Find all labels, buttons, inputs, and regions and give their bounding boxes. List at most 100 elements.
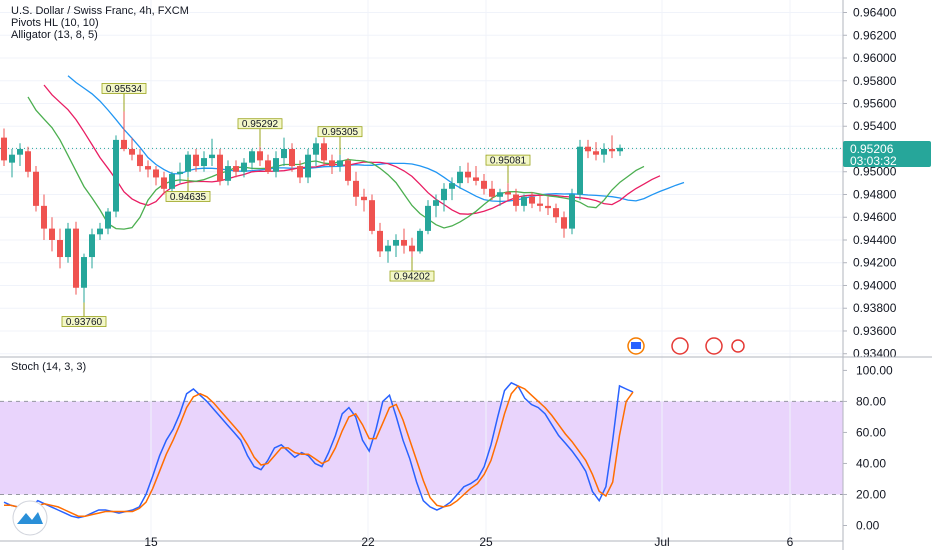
candle-body[interactable]: [209, 154, 215, 159]
candle-body[interactable]: [441, 188, 447, 201]
candle-body[interactable]: [257, 151, 263, 161]
candle-body[interactable]: [385, 245, 391, 252]
candle-body[interactable]: [449, 183, 455, 189]
candle-body[interactable]: [585, 146, 591, 152]
candle-body[interactable]: [73, 228, 79, 288]
candle-body[interactable]: [145, 166, 151, 170]
candle-body[interactable]: [497, 192, 503, 197]
candle-body[interactable]: [249, 151, 255, 163]
candle-body[interactable]: [601, 148, 607, 155]
price-tick-label: 0.94000: [853, 278, 897, 292]
candle-body[interactable]: [505, 192, 511, 195]
candle-body[interactable]: [41, 205, 47, 229]
candle-body[interactable]: [273, 158, 279, 172]
candle-body[interactable]: [537, 203, 543, 206]
stoch-lines: [3, 381, 634, 519]
alligator-lips-line: [27, 96, 645, 230]
candle-body[interactable]: [465, 171, 471, 178]
candle-body[interactable]: [425, 205, 431, 231]
candle-body[interactable]: [233, 166, 239, 172]
event-icon-3[interactable]: [705, 337, 723, 355]
candle-body[interactable]: [409, 245, 415, 252]
price-tick-label: 0.96200: [853, 28, 897, 42]
candle-body[interactable]: [1, 137, 7, 161]
candle-body[interactable]: [137, 154, 143, 167]
candle-body[interactable]: [417, 230, 423, 252]
candle-body[interactable]: [609, 148, 615, 152]
candle-body[interactable]: [161, 177, 167, 189]
candle-body[interactable]: [569, 194, 575, 229]
candle-body[interactable]: [201, 158, 207, 167]
candle-body[interactable]: [377, 230, 383, 252]
candle-body[interactable]: [545, 205, 551, 209]
candle-body[interactable]: [33, 171, 39, 206]
event-icon-2[interactable]: [671, 337, 689, 355]
candle-body[interactable]: [489, 188, 495, 197]
candle-body[interactable]: [265, 160, 271, 172]
price-tick-label: 0.94600: [853, 210, 897, 224]
candle-body[interactable]: [281, 148, 287, 159]
alligator-indicator-label[interactable]: Alligator (13, 8, 5): [11, 29, 98, 41]
candle-body[interactable]: [81, 257, 87, 288]
candle-body[interactable]: [25, 151, 31, 172]
candle-body[interactable]: [473, 177, 479, 181]
candle-body[interactable]: [369, 200, 375, 231]
candle-body[interactable]: [121, 139, 127, 149]
bar-countdown: 03:03:32: [850, 154, 897, 168]
candle-body[interactable]: [521, 196, 527, 206]
candle-body[interactable]: [329, 160, 335, 167]
time-tick-label: 25: [479, 535, 493, 549]
candle-body[interactable]: [401, 239, 407, 246]
candle-body[interactable]: [169, 174, 175, 189]
candle-body[interactable]: [457, 171, 463, 184]
candle-body[interactable]: [337, 160, 343, 167]
candle-body[interactable]: [393, 239, 399, 246]
candle-body[interactable]: [97, 228, 103, 235]
candle-body[interactable]: [529, 196, 535, 204]
candle-body[interactable]: [129, 148, 135, 155]
candle-body[interactable]: [89, 234, 95, 258]
candle-body[interactable]: [225, 166, 231, 181]
candle-body[interactable]: [561, 217, 567, 229]
events-icons[interactable]: [627, 337, 745, 355]
candle-body[interactable]: [241, 162, 247, 172]
pivots-indicator-label[interactable]: Pivots HL (10, 10): [11, 17, 99, 29]
symbol-title[interactable]: U.S. Dollar / Swiss Franc, 4h, FXCM: [11, 5, 189, 17]
price-tick-label: 0.94800: [853, 187, 897, 201]
candle-body[interactable]: [193, 154, 199, 167]
event-icon-4[interactable]: [731, 339, 745, 353]
candle-body[interactable]: [65, 228, 71, 258]
price-tick-label: 0.95600: [853, 97, 897, 111]
candle-body[interactable]: [185, 154, 191, 172]
pivot-box: [101, 83, 147, 94]
candle-body[interactable]: [105, 211, 111, 229]
candle-body[interactable]: [297, 166, 303, 178]
candle-body[interactable]: [153, 169, 159, 178]
candle-body[interactable]: [321, 143, 327, 161]
candle-body[interactable]: [57, 239, 63, 258]
candle-body[interactable]: [289, 148, 295, 167]
candle-body[interactable]: [177, 171, 183, 175]
stoch-indicator-label[interactable]: Stoch (14, 3, 3): [11, 361, 86, 373]
pivot-box: [485, 154, 531, 166]
candle-body[interactable]: [617, 147, 623, 152]
gridlines: [0, 0, 843, 541]
candle-body[interactable]: [313, 143, 319, 155]
candle-body[interactable]: [361, 196, 367, 201]
candle-body[interactable]: [217, 154, 223, 181]
pivot-box: [237, 118, 283, 130]
candle-body[interactable]: [113, 139, 119, 212]
candle-body[interactable]: [481, 180, 487, 189]
tradingview-logo-icon[interactable]: [12, 500, 48, 536]
candle-body[interactable]: [433, 200, 439, 206]
candle-body[interactable]: [513, 194, 519, 206]
candle-body[interactable]: [593, 151, 599, 155]
candle-body[interactable]: [345, 160, 351, 181]
candle-body[interactable]: [353, 180, 359, 197]
candle-body[interactable]: [577, 146, 583, 195]
candle-body[interactable]: [305, 154, 311, 178]
candle-body[interactable]: [553, 208, 559, 218]
candle-body[interactable]: [9, 154, 15, 163]
candle-body[interactable]: [49, 228, 55, 240]
candle-body[interactable]: [17, 148, 23, 155]
